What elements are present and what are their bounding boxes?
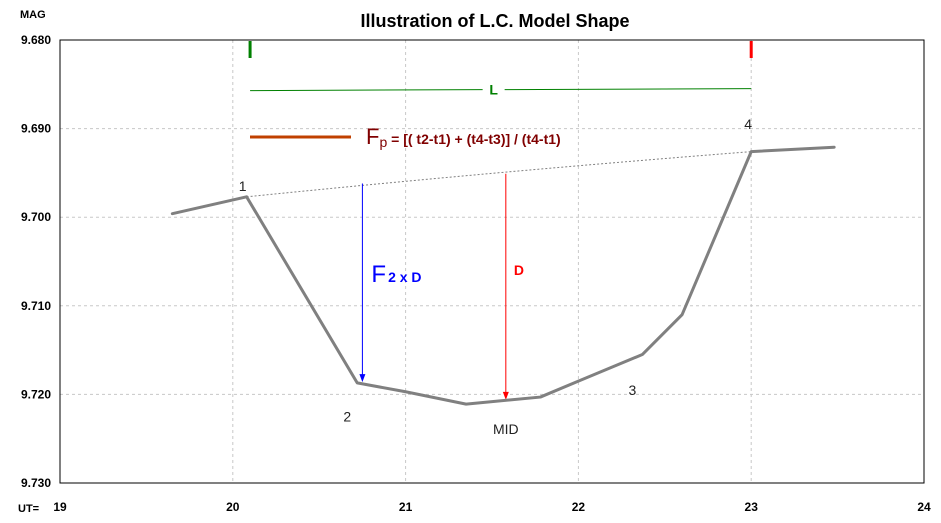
L-line-left (250, 89, 483, 92)
D-label: D (514, 262, 524, 278)
tick-labels: 19 20 21 22 23 249.6809.6909.7009.7109.7209.7… (21, 33, 931, 514)
mid-label: MID (493, 421, 519, 437)
lightcurve-point (833, 146, 835, 149)
D-arrow-head (502, 391, 509, 400)
F2xD-arrow-head (359, 374, 366, 383)
L-label: L (489, 82, 498, 98)
lightcurve-point (539, 396, 542, 398)
F2xD-symbol: F (371, 261, 386, 288)
y-tick-label: 9.690 (21, 122, 51, 136)
contact-label: 3 (628, 382, 636, 398)
Fp-formula: Fp = [( t2-t1) + (t4-t3)] / (t4-t1) (366, 124, 561, 150)
y-tick-label: 9.730 (21, 476, 51, 490)
lightcurve-point (171, 212, 174, 215)
y-axis-label: MAG (20, 9, 46, 21)
y-tick-label: 9.700 (21, 210, 51, 224)
series-group (170, 145, 836, 406)
lightcurve-series-line (170, 145, 836, 406)
lightcurve-point (641, 353, 644, 356)
y-tick-label: 9.720 (21, 387, 51, 401)
x-tick-label: 22 (572, 500, 586, 514)
F2xD-subscript: 2 x D (388, 269, 421, 285)
baseline-dotted-line (246, 151, 752, 198)
x-tick-label: 20 (226, 500, 240, 514)
plot-area-frame (59, 39, 925, 484)
lightcurve-point (577, 380, 580, 382)
Fp-equation: = [( t2-t1) + (t4-t3)] / (t4-t1) (387, 131, 560, 147)
Fp-subscript: p (379, 134, 387, 150)
chart-title: Illustration of L.C. Model Shape (360, 11, 629, 31)
x-tick-label: 19 (53, 500, 67, 514)
x-tick-label: 24 (917, 500, 931, 514)
contact-label: 1 (239, 178, 247, 194)
x-tick-label: 23 (745, 500, 759, 514)
grid (60, 40, 924, 483)
x-axis-label: UT= (18, 503, 39, 515)
lightcurve-point (245, 196, 248, 198)
lightcurve-point (681, 313, 683, 316)
lightcurve-point (356, 382, 359, 384)
annotations: LFp = [( t2-t1) + (t4-t3)] / (t4-t1)F 2 x… (239, 41, 753, 437)
lightcurve-point (750, 150, 752, 153)
y-tick-label: 9.710 (21, 299, 51, 313)
Fp-symbol: F (366, 124, 379, 149)
lightcurve-point (404, 390, 407, 393)
y-tick-label: 9.680 (21, 33, 51, 47)
contact-label: 2 (343, 409, 351, 425)
contact-label: 4 (744, 116, 752, 132)
L-line-right (504, 88, 752, 91)
x-tick-label: 21 (399, 500, 413, 514)
lightcurve-point (465, 403, 467, 405)
